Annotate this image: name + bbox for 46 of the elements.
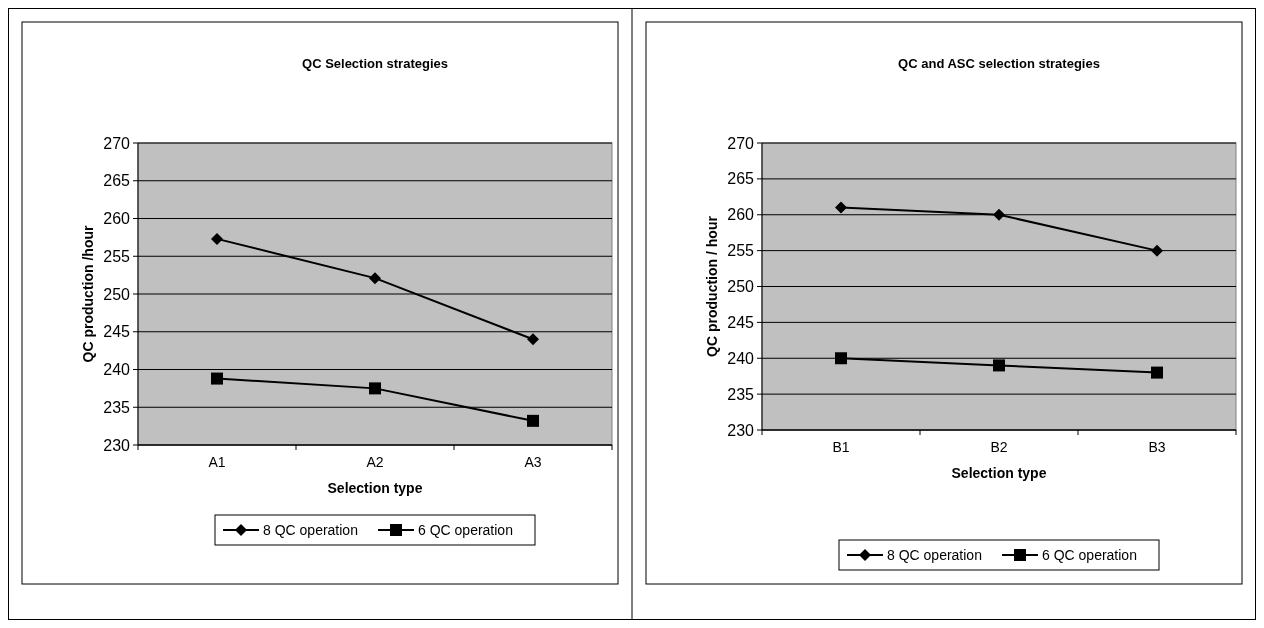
point bbox=[527, 333, 539, 346]
point bbox=[369, 272, 381, 285]
x-tick-label: A1 bbox=[208, 454, 226, 470]
point bbox=[993, 359, 1005, 372]
x-tick-label: B3 bbox=[1148, 439, 1166, 455]
point bbox=[1151, 244, 1163, 257]
y-tick-label: 240 bbox=[103, 361, 131, 379]
y-tick-label: 230 bbox=[103, 436, 131, 454]
y-tick-label: 255 bbox=[727, 242, 755, 260]
legend-label: 6 QC operation bbox=[418, 521, 513, 538]
point bbox=[211, 372, 223, 385]
y-tick-label: 270 bbox=[103, 134, 131, 152]
x-tick-label: A2 bbox=[366, 454, 384, 470]
legend-label: 8 QC operation bbox=[263, 521, 358, 538]
chart-title: QC Selection strategies bbox=[302, 56, 448, 71]
legend-label: 8 QC operation bbox=[887, 546, 982, 563]
point bbox=[835, 352, 847, 365]
y-tick-label: 250 bbox=[727, 278, 755, 296]
y-tick-label: 240 bbox=[727, 349, 755, 367]
y-axis-title: QC production / hour bbox=[704, 215, 720, 357]
legend-label: 6 QC operation bbox=[1042, 546, 1137, 563]
y-axis-title: QC production /hour bbox=[80, 225, 96, 363]
chart-title: QC and ASC selection strategies bbox=[898, 56, 1100, 71]
y-tick-label: 235 bbox=[727, 385, 755, 403]
y-tick-label: 265 bbox=[727, 170, 755, 188]
y-tick-label: 265 bbox=[103, 172, 131, 190]
x-tick-label: A3 bbox=[524, 454, 542, 470]
y-tick-label: 250 bbox=[103, 285, 131, 303]
y-tick-label: 260 bbox=[727, 206, 755, 224]
x-tick-label: B1 bbox=[832, 439, 850, 455]
point bbox=[369, 382, 381, 395]
y-tick-label: 245 bbox=[727, 313, 755, 331]
y-tick-label: 255 bbox=[103, 247, 131, 265]
y-tick-label: 270 bbox=[727, 134, 755, 152]
point bbox=[211, 232, 223, 245]
point bbox=[993, 208, 1005, 221]
y-tick-label: 260 bbox=[103, 210, 131, 228]
point bbox=[835, 201, 847, 214]
y-tick-label: 230 bbox=[727, 421, 755, 439]
point bbox=[1151, 366, 1163, 379]
y-tick-label: 245 bbox=[103, 323, 131, 341]
y-tick-label: 235 bbox=[103, 398, 131, 416]
point bbox=[527, 414, 539, 427]
x-axis-title: Selection type bbox=[327, 480, 423, 496]
x-tick-label: B2 bbox=[990, 439, 1008, 455]
x-axis-title: Selection type bbox=[951, 465, 1047, 481]
